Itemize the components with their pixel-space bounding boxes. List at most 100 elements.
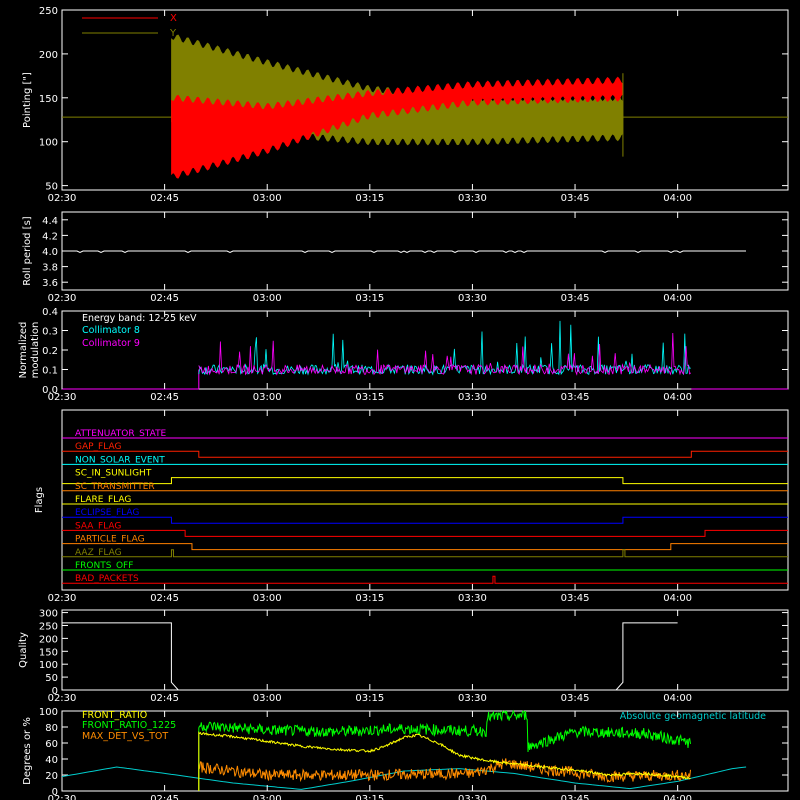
x-tick-label: 03:45 (561, 593, 590, 604)
y-tick-label: 0.4 (42, 307, 58, 318)
y-tick-label: 0 (52, 686, 58, 697)
flag-label-attenuator-state: ATTENUATOR_STATE (75, 429, 167, 439)
pointing-ylabel: Pointing ["] (22, 72, 33, 128)
x-tick-label: 03:00 (253, 794, 282, 800)
legend-max-det-vs-tot: MAX_DET_VS_TOT (82, 731, 168, 742)
flag-line-bad-packets (62, 575, 788, 584)
pointing-legend: X Y (82, 13, 177, 39)
quality-plot (62, 622, 678, 691)
x-tick-label: 03:45 (561, 794, 590, 800)
x-tick-label: 03:30 (458, 794, 487, 800)
x-tick-label: 03:15 (355, 293, 384, 304)
x-tick-label: 03:45 (561, 392, 590, 403)
flag-label-gap-flag: GAP_FLAG (75, 442, 121, 452)
y-tick-label: 4.4 (42, 216, 58, 227)
quality-line (62, 622, 678, 691)
flags-panel: Flags ATTENUATOR_STATE GAP_FLAG NON_SOLAR_… (34, 409, 789, 591)
y-tick-label: 150 (39, 94, 58, 105)
y-tick-label: 200 (39, 50, 58, 61)
x-tick-label: 02:45 (150, 293, 179, 304)
quality-ylabel: Quality (18, 632, 29, 668)
x-tick-label: 04:00 (663, 794, 692, 800)
x-tick-label: 03:00 (253, 193, 282, 204)
series-collimator-8 (198, 320, 691, 376)
legend-front-ratio: FRONT_RATIO (82, 710, 147, 721)
flag-line-eclipse-flag (62, 516, 788, 524)
x-tick-label: 02:30 (48, 193, 77, 204)
x-tick-label: 03:00 (253, 392, 282, 403)
x-tick-label: 02:30 (48, 293, 77, 304)
x-tick-label: 03:15 (355, 392, 384, 403)
x-tick-label: 03:30 (458, 392, 487, 403)
pointing-plot (62, 34, 788, 179)
energy-band-label: Energy band: 12-25 keV (82, 313, 197, 324)
modulation-panel: Normalized modulation 0.0 0.1 0.2 0.3 0.4 En… (18, 307, 789, 396)
x-tick-label: 03:45 (561, 293, 590, 304)
y-tick-label: 150 (39, 647, 58, 658)
x-tick-label: 04:00 (663, 593, 692, 604)
y-tick-label: 3.8 (42, 263, 58, 274)
y-tick-label: 0.0 (42, 385, 58, 396)
x-tick-label: 03:15 (355, 794, 384, 800)
x-tick-label: 02:45 (150, 693, 179, 704)
flag-label-sc-transmitter: SC_TRANSMITTER (75, 482, 155, 492)
legend-collimator-8: Collimator 8 (82, 325, 140, 336)
flag-label-flare-flag: FLARE_FLAG (75, 495, 131, 505)
legend-collimator-9: Collimator 9 (82, 338, 140, 349)
legend-y-label: Y (169, 28, 177, 39)
legend-x-label: X (170, 13, 177, 24)
x-tick-label: 03:45 (561, 693, 590, 704)
ratios-plot (61, 709, 747, 792)
y-tick-label: 60 (45, 739, 58, 750)
legend-geomagnetic: Absolute geomagnetic latitude (620, 711, 766, 722)
modulation-plot (62, 320, 788, 390)
y-tick-label: 80 (45, 723, 58, 734)
x-tick-label: 02:30 (48, 794, 77, 800)
x-tick-label: 02:45 (150, 593, 179, 604)
x-tick-label: 03:30 (458, 693, 487, 704)
flags-ylabel: Flags (34, 487, 45, 513)
flag-line-aaz-flag (62, 549, 788, 558)
roll-yticks: 3.6 3.8 4.0 4.2 4.4 (42, 216, 788, 289)
flag-line-sc-in-sunlight (62, 477, 788, 485)
x-tick-label: 03:30 (458, 593, 487, 604)
flag-label-sc-in-sunlight: SC_IN_SUNLIGHT (75, 469, 152, 479)
y-tick-label: 0.2 (42, 346, 58, 357)
x-tick-label: 02:45 (150, 392, 179, 403)
x-tick-label: 02:30 (48, 593, 77, 604)
ratios-yticks: 0 20 40 60 80 100 (39, 707, 788, 798)
y-tick-label: 40 (45, 755, 58, 766)
x-tick-label: 04:00 (663, 392, 692, 403)
x-tick-label: 02:45 (150, 193, 179, 204)
x-tick-label: 02:30 (48, 392, 77, 403)
y-tick-label: 0 (52, 787, 58, 798)
y-tick-label: 4.0 (42, 247, 58, 258)
y-tick-label: 3.6 (42, 278, 58, 289)
flag-line-saa-flag (62, 529, 788, 537)
flags-axes (61, 409, 789, 591)
series-max-det-vs-tot (198, 758, 691, 792)
x-tick-label: 04:00 (663, 193, 692, 204)
x-tick-label: 03:15 (355, 593, 384, 604)
series-collimator-9 (198, 332, 692, 376)
x-tick-label: 03:00 (253, 693, 282, 704)
x-tick-label: 02:30 (48, 693, 77, 704)
flag-label-eclipse-flag: ECLIPSE_FLAG (75, 508, 139, 518)
series-front-ratio (198, 731, 691, 792)
flag-label-non-solar-event: NON_SOLAR_EVENT (75, 455, 165, 465)
modulation-yticks: 0.0 0.1 0.2 0.3 0.4 (42, 307, 788, 396)
y-tick-label: 0.1 (42, 366, 58, 377)
flag-line-particle-flag (62, 543, 788, 551)
y-tick-label: 0.3 (42, 327, 58, 338)
y-tick-label: 50 (45, 673, 58, 684)
y-tick-label: 100 (39, 707, 58, 718)
pointing-yticks: 50 100 150 200 250 (39, 6, 788, 193)
roll-period-line (62, 250, 746, 254)
flag-label-saa-flag: SAA_FLAG (75, 521, 121, 531)
flag-line-gap-flag (62, 450, 788, 458)
modulation-ylabel-1: Normalized (18, 322, 29, 379)
x-tick-label: 03:15 (355, 193, 384, 204)
x-tick-label: 02:45 (150, 794, 179, 800)
